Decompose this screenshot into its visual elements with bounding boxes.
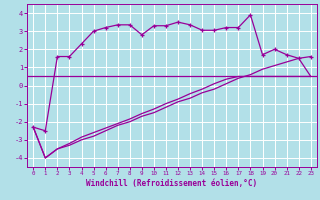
X-axis label: Windchill (Refroidissement éolien,°C): Windchill (Refroidissement éolien,°C) bbox=[86, 179, 258, 188]
